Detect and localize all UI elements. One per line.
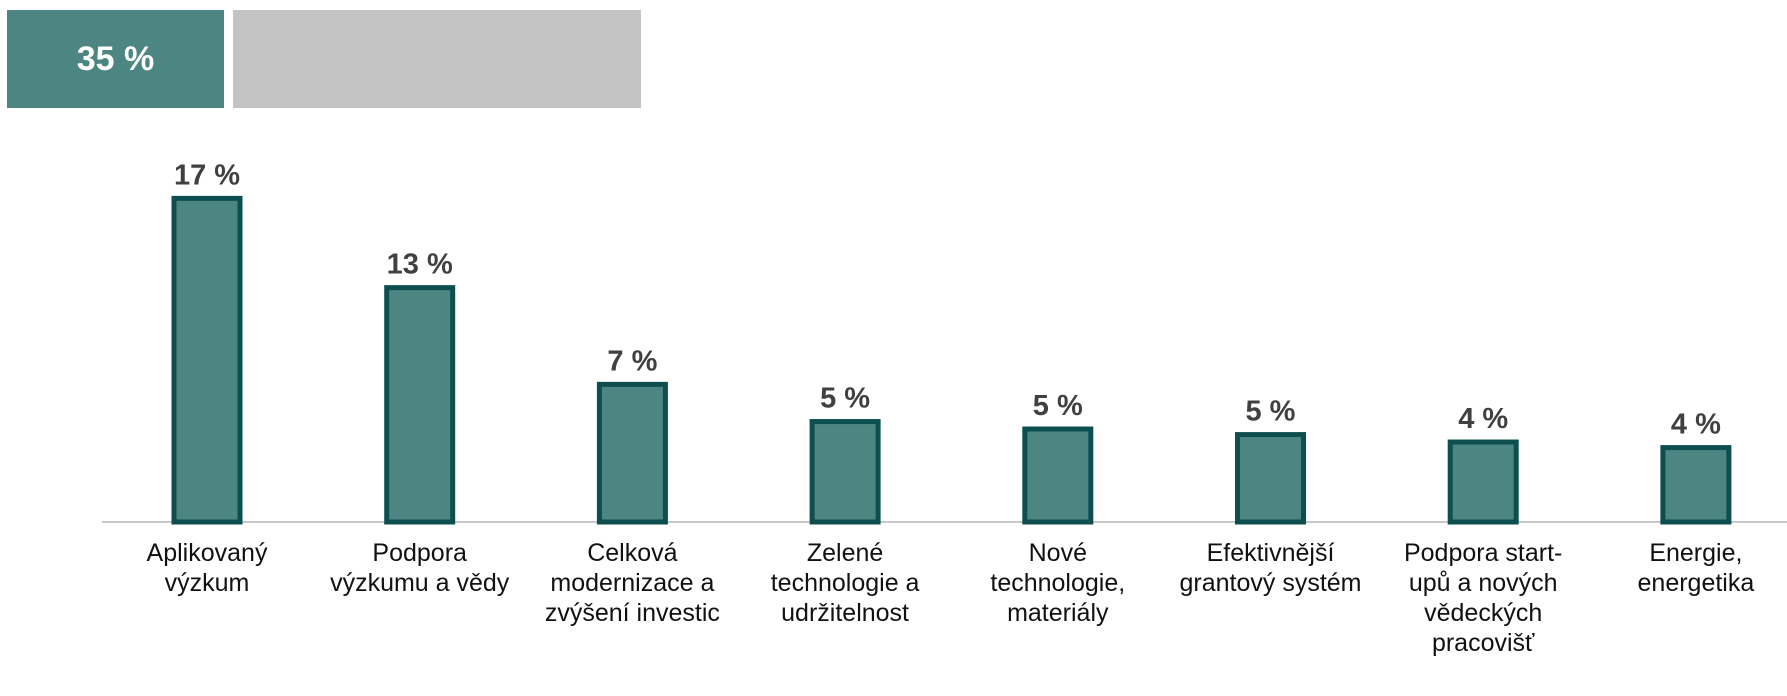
headline-bar [233,10,641,108]
value-label: 7 % [607,345,657,377]
bar [1022,426,1094,525]
category-label: Celková modernizace a zvýšení investic [544,539,720,627]
value-label: 17 % [174,159,240,191]
category-label: Podpora start-upů a nových vědeckých pra… [1403,539,1563,657]
value-label: 4 % [1458,403,1508,435]
bar [1660,445,1732,525]
bar [1235,432,1306,525]
value-label: 5 % [1033,390,1083,422]
value-label: 13 % [387,249,453,281]
category-label: Aplikovaný výzkum [146,539,268,597]
category-label: Nové technologie, materiály [990,539,1126,627]
category-label: Efektivnější grantový systém [1179,539,1362,597]
value-label: 4 % [1671,409,1721,441]
bar [171,195,243,525]
headline-box: 35 % [7,10,224,108]
category-label: Zelené technologie a udržitelnost [770,539,920,627]
bar [1447,439,1519,525]
bar [384,285,456,525]
value-label: 5 % [1246,396,1296,428]
value-label: 5 % [820,383,870,415]
bar [809,419,881,525]
bar [596,381,668,525]
category-label: Podpora výzkumu a vědy [330,539,510,597]
category-label: Energie, energetika [1637,539,1755,597]
